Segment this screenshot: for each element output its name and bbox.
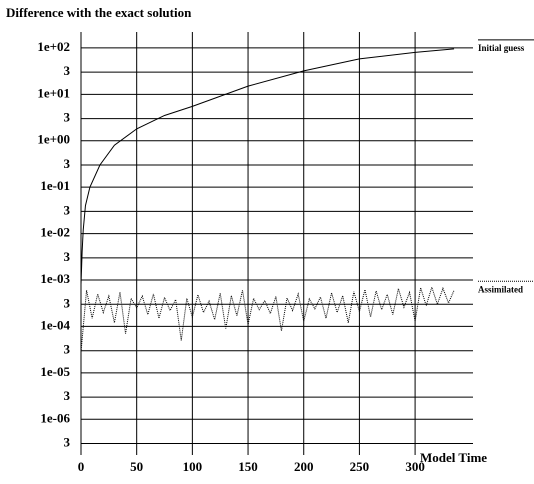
series-line: [80, 48, 455, 285]
y-tick-label: 3: [64, 388, 71, 403]
legend-label: Assimilated: [478, 284, 523, 294]
series-line: [80, 285, 455, 353]
x-tick-label: 300: [405, 459, 425, 474]
y-tick-label: 3: [64, 435, 71, 450]
x-tick-label: 200: [294, 459, 314, 474]
y-tick-label: 3: [64, 342, 71, 357]
y-tick-label: 1e-03: [40, 271, 70, 286]
y-tick-label: 3: [64, 295, 71, 310]
chart-title: Difference with the exact solution: [6, 5, 192, 20]
y-tick-label: 1e+01: [37, 85, 70, 100]
y-tick-label: 1e-01: [40, 178, 70, 193]
y-tick-label: 1e+02: [37, 39, 70, 54]
y-tick-label: 3: [64, 63, 71, 78]
y-tick-label: 1e-05: [40, 364, 70, 379]
y-tick-label: 3: [64, 249, 71, 264]
y-tick-label: 1e-06: [40, 410, 70, 425]
y-tick-label: 1e-02: [40, 225, 70, 240]
x-tick-label: 0: [78, 459, 85, 474]
x-tick-label: 100: [183, 459, 203, 474]
x-axis-label: Model Time: [420, 450, 487, 465]
x-tick-label: 50: [130, 459, 143, 474]
y-tick-label: 3: [64, 202, 71, 217]
legend-label: Initial guess: [478, 43, 525, 53]
y-tick-label: 1e-04: [40, 317, 70, 332]
x-tick-label: 150: [238, 459, 258, 474]
y-tick-label: 3: [64, 110, 71, 125]
y-tick-label: 1e+00: [37, 132, 70, 147]
y-tick-label: 3: [64, 156, 71, 171]
x-tick-label: 250: [350, 459, 370, 474]
